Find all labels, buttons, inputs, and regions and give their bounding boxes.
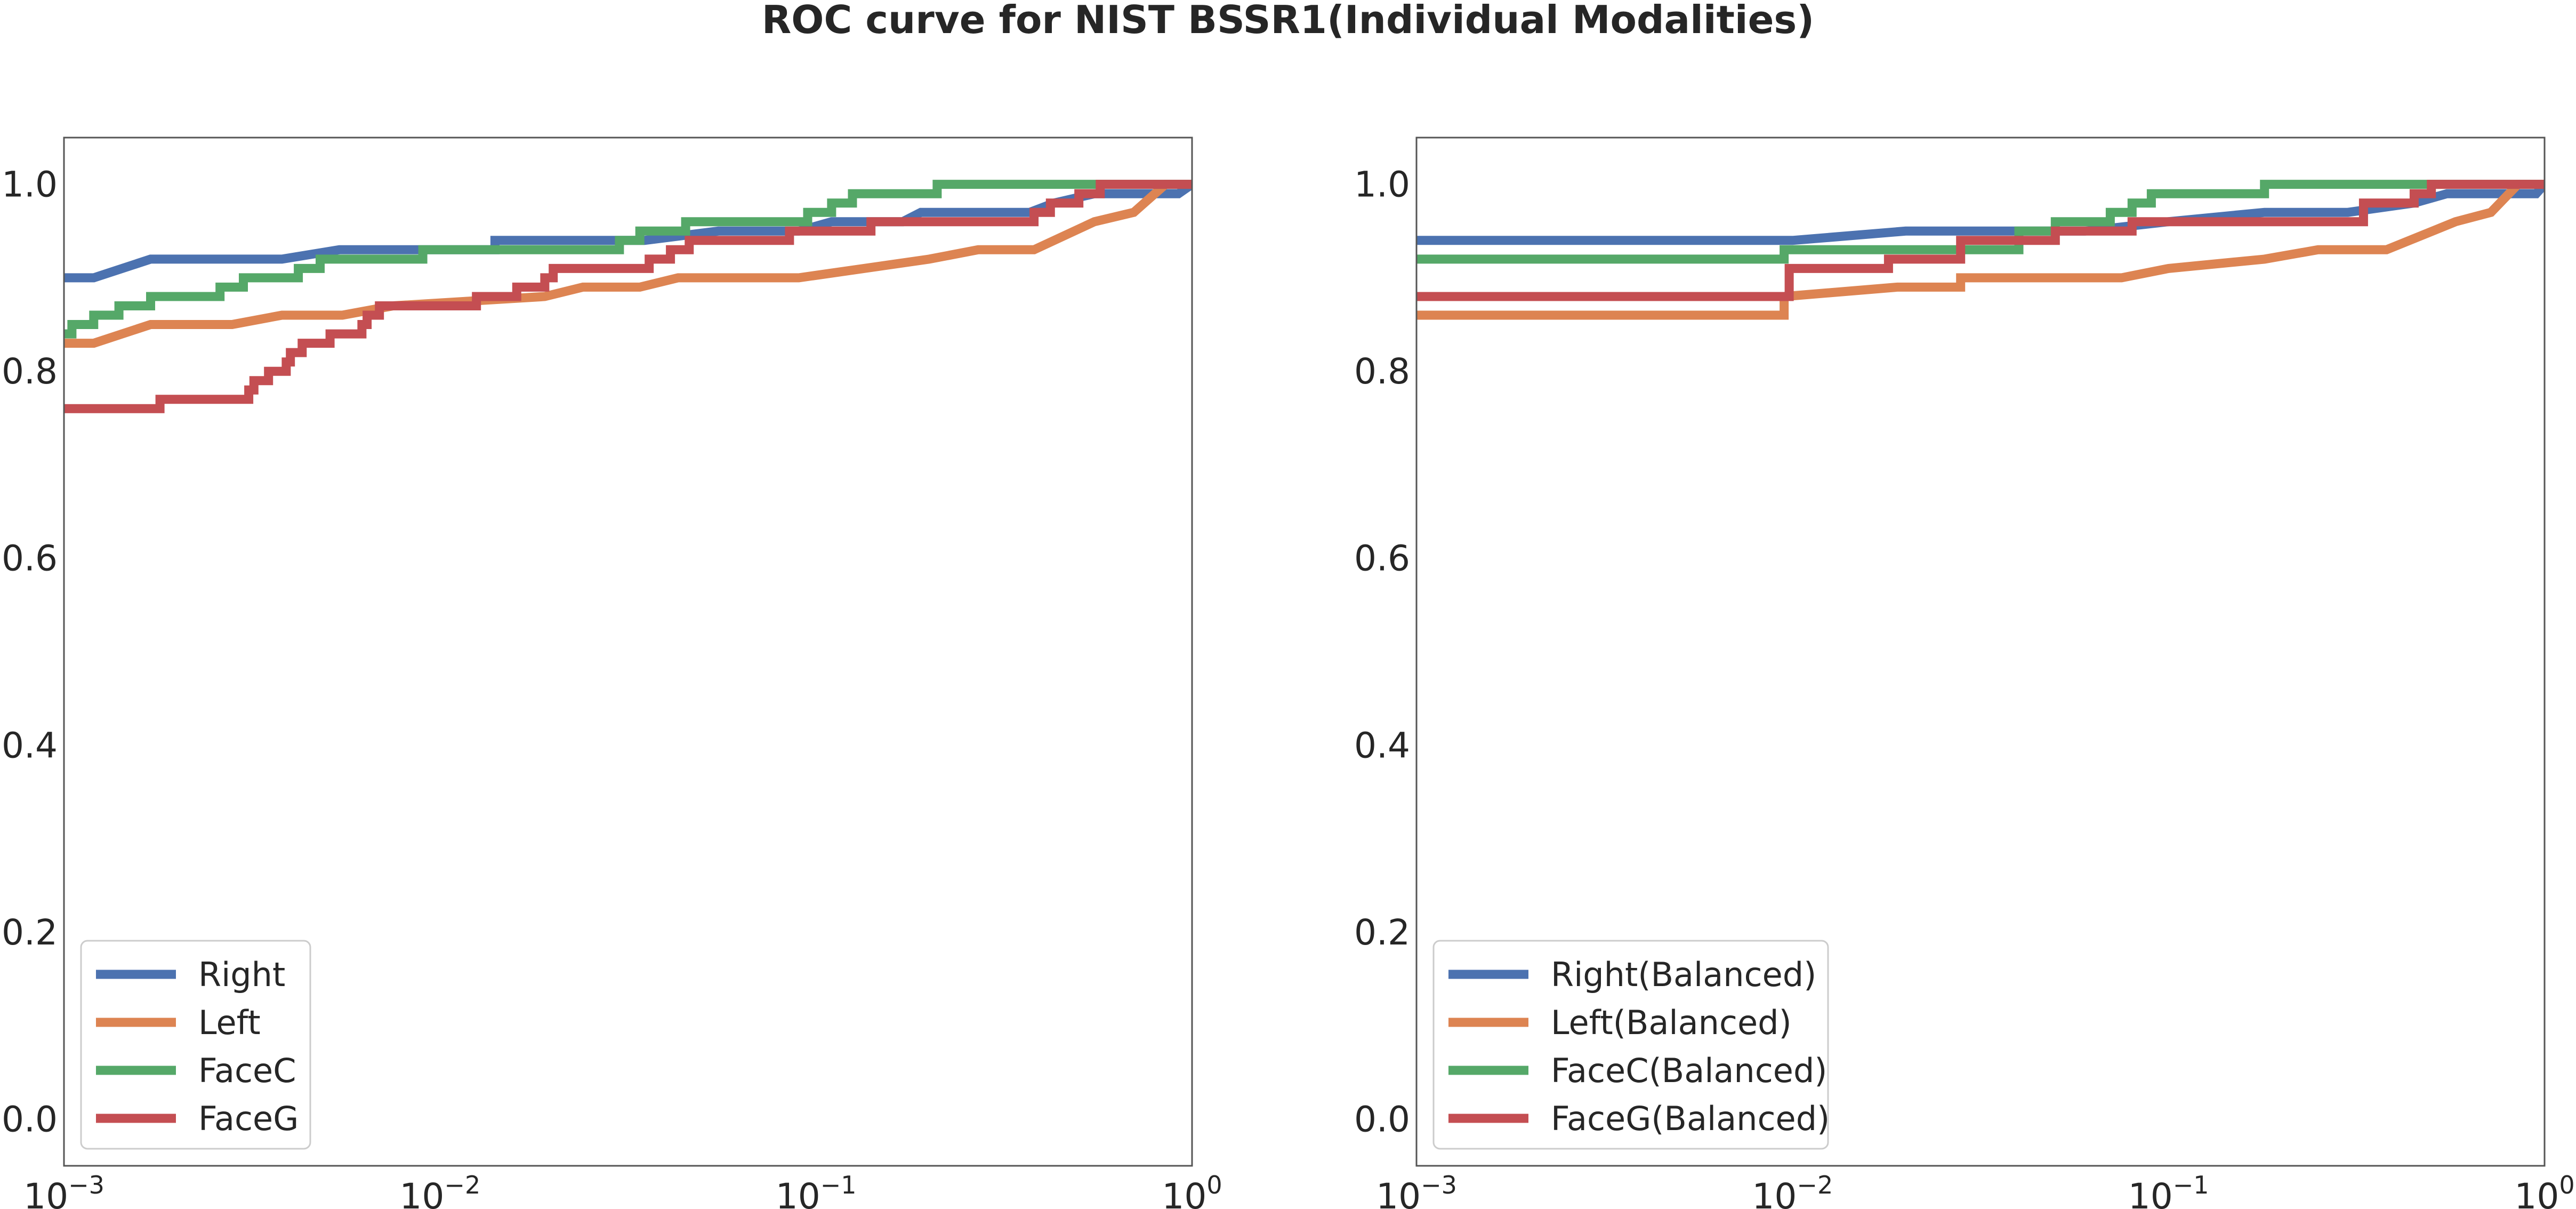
- series-line-faceg: [64, 180, 1192, 413]
- y-tick-label: 0.8: [2, 351, 58, 392]
- y-tick-label: 0.6: [2, 538, 58, 579]
- x-tick-label: 10−3: [1376, 1171, 1457, 1209]
- legend-label: FaceG(Balanced): [1551, 1099, 1830, 1138]
- series-line-left: [64, 180, 1192, 348]
- y-tick-label: 0.6: [1354, 538, 1410, 579]
- series-line-facec: [64, 180, 1192, 339]
- chart-panels: 0.0 0.2 0.4 0.6 0.8 1.0 10−3 10−2 10−1 100 Right Le…: [2, 137, 2575, 1209]
- legend-label: Left(Balanced): [1551, 1003, 1792, 1042]
- figure-title: ROC curve for NIST BSSR1(Individual Moda…: [762, 0, 1814, 42]
- x-tick-label: 10−2: [1752, 1171, 1833, 1209]
- legend-label: Right(Balanced): [1551, 955, 1816, 994]
- legend: Right(Balanced) Left(Balanced) FaceC(Balan…: [1432, 940, 1830, 1150]
- x-tick-label: 100: [1162, 1171, 1222, 1209]
- legend-label: FaceG: [198, 1099, 299, 1138]
- x-tick-label: 10−2: [399, 1171, 480, 1209]
- series-line-faceg-balanced: [1416, 180, 2545, 301]
- y-tick-label: 1.0: [1354, 164, 1410, 205]
- y-tick-label: 0.4: [1354, 725, 1410, 766]
- legend-label: Left: [198, 1003, 261, 1042]
- x-tick-label: 10−1: [2128, 1171, 2209, 1209]
- chart-panel-2: 0.0 0.2 0.4 0.6 0.8 1.0 10−3 10−2 10−1 100 Right(B…: [1354, 137, 2575, 1209]
- series-line-facec-balanced: [1416, 180, 2545, 264]
- legend-label: FaceC: [198, 1051, 296, 1090]
- y-tick-label: 0.2: [1354, 912, 1410, 953]
- x-tick-label: 10−1: [776, 1171, 857, 1209]
- y-tick-label: 0.0: [1354, 1099, 1410, 1140]
- y-tick-label: 0.0: [2, 1099, 58, 1140]
- axes-frame: [63, 137, 1193, 1167]
- legend-label: FaceC(Balanced): [1551, 1051, 1828, 1090]
- series-lines: [1416, 180, 2545, 320]
- legend: Right Left FaceC FaceG: [80, 940, 311, 1150]
- chart-panel-1: 0.0 0.2 0.4 0.6 0.8 1.0 10−3 10−2 10−1 100 Right Le…: [2, 137, 1222, 1209]
- series-line-right-balanced: [1416, 181, 2545, 245]
- y-tick-label: 1.0: [2, 164, 58, 205]
- y-tick-label: 0.2: [2, 912, 58, 953]
- axes-frame: [1415, 137, 2546, 1167]
- legend-box: [1432, 940, 1829, 1150]
- x-tick-label: 10−3: [23, 1171, 104, 1209]
- x-tick-label: 100: [2514, 1171, 2574, 1209]
- legend-box: [80, 940, 311, 1150]
- y-tick-label: 0.4: [2, 725, 58, 766]
- legend-label: Right: [198, 955, 285, 994]
- series-line-left-balanced: [1416, 180, 2545, 320]
- y-tick-label: 0.8: [1354, 351, 1410, 392]
- series-lines: [64, 180, 1192, 413]
